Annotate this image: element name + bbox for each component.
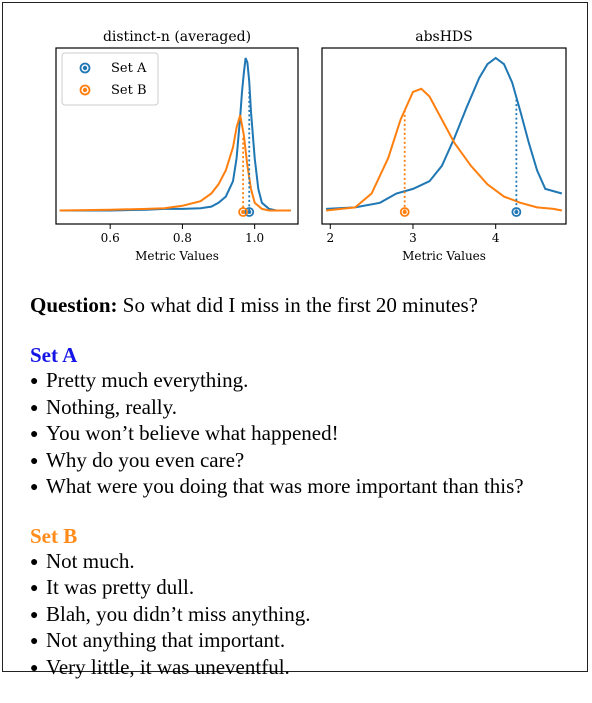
set-b-list: ● Not much. ● It was pretty dull. ● Blah, y… (30, 549, 582, 682)
x-tick-label: 3 (409, 231, 417, 245)
mean-marker-ring (399, 207, 410, 217)
list-item: ● You won’t believe what happened! (30, 421, 582, 448)
mean-marker-dot (402, 210, 407, 214)
example-text: Question: So what did I miss in the firs… (30, 290, 582, 703)
question-text: So what did I miss in the first 20 minut… (122, 293, 478, 317)
legend-marker-dot (82, 87, 88, 93)
set-a-list: ● Pretty much everything. ● Nothing, reall… (30, 368, 582, 501)
x-axis-label: Metric Values (402, 249, 486, 263)
x-tick-label: 2 (326, 231, 334, 245)
legend-box (61, 52, 159, 106)
list-item: ● Pretty much everything. (30, 368, 582, 395)
list-item: ● Not anything that important. (30, 628, 582, 655)
mean-marker-ring (238, 207, 248, 217)
legend-label: Set B (111, 83, 147, 98)
x-tick-label: 1.0 (245, 231, 264, 245)
list-item: ● Nothing, really. (30, 395, 582, 422)
legend-label: Set A (111, 61, 147, 76)
bullet-icon: ● (30, 480, 39, 495)
density-curve-set-a (59, 57, 291, 212)
bullet-icon: ● (30, 634, 39, 649)
legend-marker-dot (82, 65, 88, 71)
bullet-icon: ● (30, 554, 39, 570)
set-b-heading: Set B (30, 523, 78, 548)
list-item: ● Not much. (30, 549, 582, 576)
plot-frame (321, 47, 567, 225)
density-curve-set-b (325, 87, 563, 212)
legend-marker-ring (79, 62, 91, 74)
legend-marker-ring (79, 84, 91, 96)
x-tick-label: 0.6 (101, 231, 120, 245)
mean-marker-dot (241, 210, 246, 214)
mean-marker-ring (244, 207, 255, 217)
bullet-icon: ● (30, 427, 39, 442)
list-item: ● It was pretty dull. (30, 575, 582, 602)
list-item: ● Why do you even care? (30, 448, 582, 475)
bullet-icon: ● (30, 660, 39, 676)
bullet-icon: ● (30, 400, 39, 416)
bullet-icon: ● (30, 581, 39, 596)
bullet-icon: ● (30, 607, 39, 623)
chart-title: distinct-n (averaged) (103, 29, 251, 45)
chart-title: absHDS (415, 29, 473, 45)
mean-marker-ring (511, 207, 522, 217)
list-item: ● Very little, it was uneventful. (30, 655, 582, 682)
set-a-heading: Set A (30, 343, 78, 367)
x-tick-label: 4 (492, 231, 500, 245)
density-plots: distinct-n (averaged) 0.6 0.8 1.0 Metric Val… (55, 29, 567, 263)
mean-marker-dot (247, 210, 252, 214)
bullet-icon: ● (30, 453, 39, 469)
plot-frame (55, 47, 299, 225)
question-label: Question: (30, 293, 118, 317)
bullet-icon: ● (30, 374, 39, 389)
density-curve-set-a (326, 56, 563, 210)
density-curve-set-b (59, 114, 291, 212)
question: Question: So what did I miss in the firs… (30, 290, 582, 320)
list-item: ● Blah, you didn’t miss anything. (30, 602, 582, 629)
x-tick-label: 0.8 (173, 231, 192, 245)
list-item: ● What were you doing that was more impor… (30, 474, 582, 501)
mean-marker-dot (514, 210, 519, 214)
x-axis-label: Metric Values (135, 249, 219, 263)
